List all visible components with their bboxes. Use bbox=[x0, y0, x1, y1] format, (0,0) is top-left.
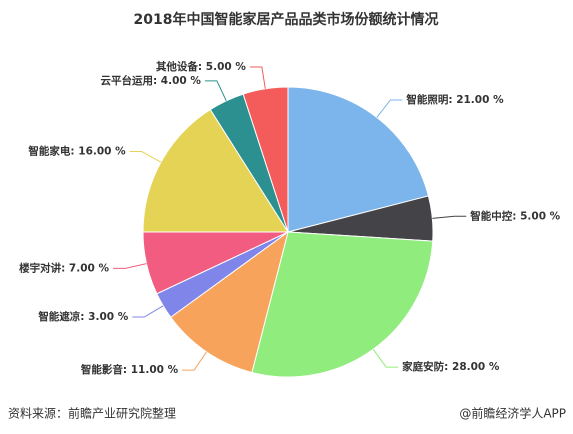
data-label: 智能中控: 5.00 % bbox=[469, 209, 560, 222]
data-label: 楼宇对讲: 7.00 % bbox=[19, 261, 109, 274]
leader-line bbox=[129, 151, 162, 163]
leader-line bbox=[432, 215, 467, 219]
source: 资料来源：前瞻产业研究院整理 bbox=[8, 406, 176, 421]
leader-line bbox=[132, 305, 164, 318]
leader-line bbox=[182, 351, 207, 371]
leader-line bbox=[204, 80, 227, 102]
pie-slice bbox=[242, 86, 289, 233]
chart-title: 2018年中国智能家居产品品类市场份额统计情况 bbox=[134, 11, 439, 28]
data-label: 智能家电: 16.00 % bbox=[27, 145, 126, 158]
leader-line bbox=[113, 263, 147, 269]
data-label: 家庭安防: 28.00 % bbox=[402, 360, 500, 373]
leader-line bbox=[249, 66, 266, 89]
data-label: 其他设备: 5.00 % bbox=[156, 60, 246, 73]
data-label: 智能遮凉: 3.00 % bbox=[37, 310, 128, 323]
leader-line bbox=[372, 349, 399, 368]
pie-slice bbox=[142, 108, 289, 233]
data-label: 智能影音: 11.00 % bbox=[80, 363, 179, 376]
data-label: 云平台运用: 4.00 % bbox=[100, 74, 201, 87]
leader-line bbox=[376, 99, 403, 118]
data-label: 智能照明: 21.00 % bbox=[405, 93, 504, 106]
credit: @前瞻经济学人APP bbox=[459, 406, 566, 421]
